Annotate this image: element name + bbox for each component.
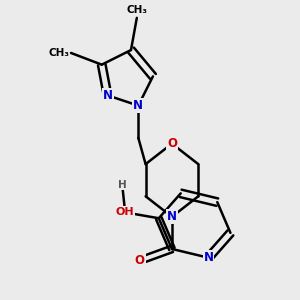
Text: OH: OH — [116, 207, 134, 218]
Text: N: N — [203, 251, 214, 264]
Text: O: O — [135, 254, 145, 267]
Text: N: N — [103, 89, 112, 102]
Text: CH₃: CH₃ — [49, 48, 70, 58]
Text: O: O — [167, 137, 177, 150]
Text: N: N — [133, 99, 143, 112]
Text: CH₃: CH₃ — [126, 5, 147, 15]
Text: H: H — [118, 180, 127, 190]
Text: N: N — [167, 210, 177, 223]
